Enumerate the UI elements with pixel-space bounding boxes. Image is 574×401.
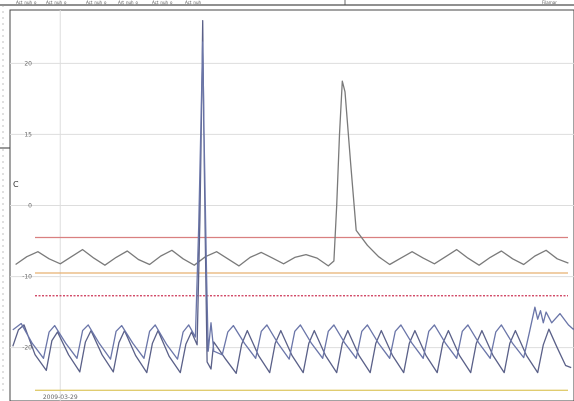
top-strip-text: Art_nuh_o: [118, 0, 139, 5]
threshold-lines: [35, 236, 568, 391]
y-tick-label: -10: [22, 274, 32, 281]
y-tick-label: 20: [24, 60, 32, 67]
y-tick-label: -20: [22, 345, 32, 352]
corner-text: Filarnar: [542, 0, 557, 5]
y-tick-label: 15: [24, 131, 32, 138]
series-line: [12, 20, 572, 374]
top-strip-text: Act_nuh: [185, 0, 202, 5]
x-tick-label: 2009-03-29: [43, 394, 78, 401]
y-axis-label: C: [13, 180, 19, 189]
top-strip: Act_nuh_o Act_nuh_o Act_nuh_o Art_nuh_o …: [0, 0, 574, 6]
x-tick-labels: 2009-03-292009-03-29: [43, 394, 78, 401]
series-group: [12, 20, 574, 374]
left-rail: [0, 5, 10, 395]
series-line: [12, 41, 574, 360]
top-strip-text: Act_nuh_o: [152, 0, 173, 5]
y-tick-label: 0: [28, 203, 32, 210]
top-strip-text: Act_nuh_o: [46, 0, 67, 5]
series-line: [15, 80, 569, 267]
y-tick-labels: 20 15 0 -10 -20: [22, 60, 32, 351]
top-strip-text: Act_nuh_o: [16, 0, 37, 5]
top-strip-text: Act_nuh_o: [86, 0, 107, 5]
